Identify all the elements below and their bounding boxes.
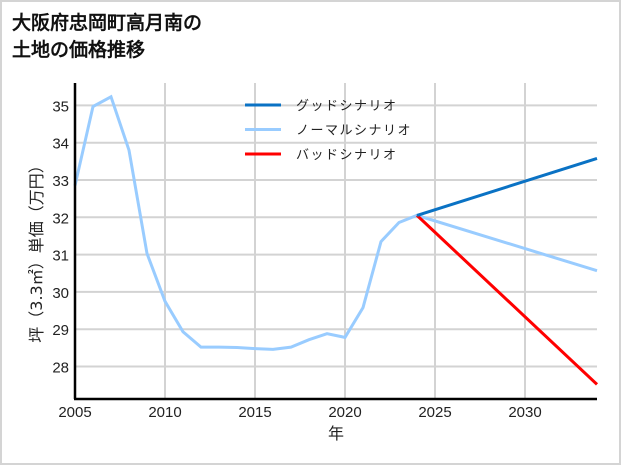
x-axis-label: 年 xyxy=(328,424,344,443)
chart-title-line-1: 大阪府忠岡町高月南の xyxy=(12,12,203,34)
chart-title: 大阪府忠岡町高月南の 土地の価格推移 xyxy=(12,10,202,64)
legend-label: グッドシナリオ xyxy=(296,99,398,114)
y-tick-label: 28 xyxy=(52,360,69,377)
x-tick-label: 2030 xyxy=(508,404,541,421)
x-tick-label: 2015 xyxy=(238,404,271,421)
legend-label: バッドシナリオ xyxy=(296,148,398,163)
series-line xyxy=(416,156,598,217)
x-tick-label: 2020 xyxy=(328,404,361,421)
series-line xyxy=(415,214,599,386)
y-tick-label: 33 xyxy=(52,173,69,190)
y-tick-label: 30 xyxy=(52,285,69,302)
x-tick-label: 2005 xyxy=(58,404,91,421)
x-tick-labels: 2005 2010 2015 2020 2025 2030 xyxy=(58,404,541,421)
y-axis-label: 坪（3.3㎡）単価（万円） xyxy=(27,157,46,342)
plot-series xyxy=(73,94,599,386)
y-tick-label: 34 xyxy=(52,136,69,153)
axes xyxy=(73,83,597,401)
y-tick-label: 31 xyxy=(52,248,69,265)
series-line xyxy=(73,94,598,351)
x-tick-label: 2010 xyxy=(148,404,181,421)
y-tick-label: 35 xyxy=(52,98,69,115)
y-tick-label: 29 xyxy=(52,322,69,339)
y-tick-labels: 28 29 30 31 32 33 34 35 xyxy=(52,98,69,376)
chart-title-line-2: 土地の価格推移 xyxy=(12,39,146,61)
legend-label: ノーマルシナリオ xyxy=(296,124,412,139)
x-tick-label: 2025 xyxy=(418,404,451,421)
y-tick-label: 32 xyxy=(52,210,69,227)
